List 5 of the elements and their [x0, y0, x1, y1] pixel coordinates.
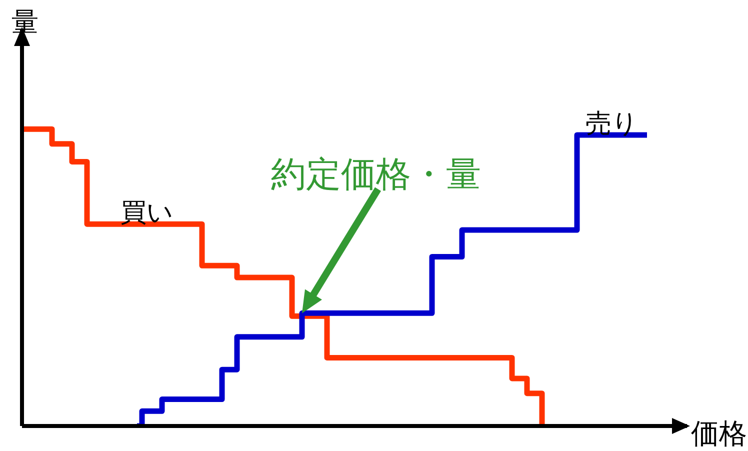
series-label: 売り [586, 109, 638, 140]
annotation: 約定価格・量 [271, 155, 481, 196]
series-label: 買い [120, 198, 174, 228]
y-axis-title: 量 [12, 7, 38, 38]
x-axis-title: 価格 [691, 417, 747, 450]
